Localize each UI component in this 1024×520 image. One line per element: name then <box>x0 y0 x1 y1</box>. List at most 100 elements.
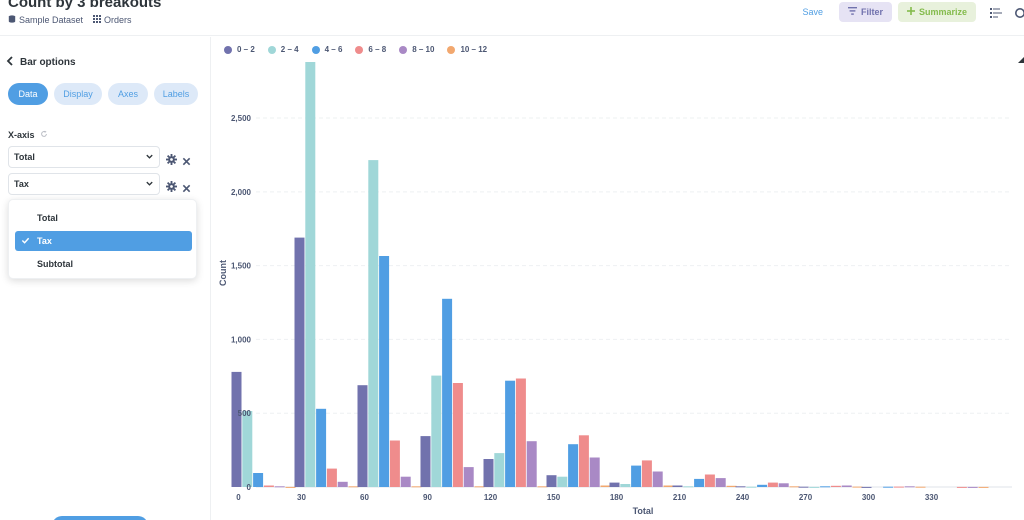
bar[interactable] <box>704 474 715 488</box>
bar[interactable] <box>337 481 348 487</box>
bar[interactable] <box>463 467 474 487</box>
bar[interactable] <box>515 378 526 488</box>
legend-item[interactable]: 10 – 12 <box>447 45 487 54</box>
legend-item[interactable]: 0 – 2 <box>224 45 255 54</box>
bar[interactable] <box>915 486 926 488</box>
bar[interactable] <box>767 482 778 487</box>
bar[interactable] <box>285 486 296 488</box>
bar[interactable] <box>967 486 978 488</box>
bar[interactable] <box>956 486 967 488</box>
bar[interactable] <box>600 485 611 488</box>
bar[interactable] <box>694 478 705 487</box>
bar[interactable] <box>746 486 757 488</box>
bar[interactable] <box>274 486 285 488</box>
gear-icon[interactable] <box>166 179 177 192</box>
close-icon[interactable] <box>182 153 191 165</box>
summarize-button[interactable]: Summarize <box>897 2 976 22</box>
legend-item[interactable]: 2 – 4 <box>267 45 299 54</box>
bar[interactable] <box>452 383 463 487</box>
bar[interactable] <box>715 478 726 487</box>
bar[interactable] <box>578 435 589 487</box>
bar[interactable] <box>537 486 548 488</box>
bar[interactable] <box>294 237 305 487</box>
breadcrumb-table[interactable]: Orders <box>93 15 132 25</box>
bar[interactable] <box>263 485 274 488</box>
bar[interactable] <box>663 485 674 488</box>
bar[interactable] <box>620 484 631 487</box>
bar[interactable] <box>411 486 422 488</box>
bar[interactable] <box>683 486 694 488</box>
bar[interactable] <box>357 385 368 487</box>
bar[interactable] <box>400 476 411 487</box>
back-to-visualizations-button[interactable]: Bar options <box>6 53 76 71</box>
dropdown-option-subtotal[interactable]: Subtotal <box>37 259 73 269</box>
bar[interactable] <box>389 440 400 488</box>
bar[interactable] <box>242 411 253 487</box>
bar[interactable] <box>494 453 505 487</box>
bar[interactable] <box>789 486 800 488</box>
bar[interactable] <box>326 468 337 487</box>
tab-data[interactable]: Data <box>8 83 48 105</box>
bar[interactable] <box>483 459 494 487</box>
resize-corner-icon[interactable] <box>1018 50 1024 63</box>
chevron-down-icon <box>145 152 154 163</box>
xaxis-field-select-1[interactable]: Total <box>8 146 160 168</box>
bar[interactable] <box>474 486 485 488</box>
bar[interactable] <box>557 476 568 487</box>
bar[interactable] <box>631 465 642 487</box>
refresh-icon[interactable] <box>40 130 48 140</box>
bar[interactable] <box>735 486 746 488</box>
legend-item[interactable]: 8 – 10 <box>399 45 434 54</box>
legend-item[interactable]: 4 – 6 <box>311 45 342 54</box>
bar[interactable] <box>589 457 600 488</box>
bar[interactable] <box>778 483 789 487</box>
bar[interactable] <box>568 444 579 487</box>
bar[interactable] <box>253 473 264 487</box>
bar[interactable] <box>641 460 652 487</box>
tab-labels[interactable]: Labels <box>154 83 198 105</box>
save-button[interactable]: Save <box>802 7 823 17</box>
xaxis-field-select-2[interactable]: Tax <box>8 173 160 195</box>
bar[interactable] <box>852 486 863 488</box>
bar[interactable] <box>798 486 809 488</box>
dropdown-option-total[interactable]: Total <box>37 213 58 223</box>
dropdown-option-tax[interactable]: Tax <box>15 231 192 251</box>
notebook-editor-icon[interactable] <box>990 6 1002 18</box>
bar[interactable] <box>505 380 516 487</box>
bar[interactable] <box>978 486 989 488</box>
filter-button[interactable]: Filter <box>838 2 892 22</box>
legend-item[interactable]: 6 – 8 <box>355 45 386 54</box>
bar[interactable] <box>609 482 620 487</box>
bar[interactable] <box>883 486 894 488</box>
bar[interactable] <box>893 486 904 488</box>
bar[interactable] <box>820 486 831 488</box>
bar[interactable] <box>809 486 820 488</box>
bar[interactable] <box>368 160 379 487</box>
bar[interactable] <box>726 485 737 487</box>
bar[interactable] <box>526 441 537 487</box>
bar[interactable] <box>442 298 453 487</box>
bar[interactable] <box>757 484 768 487</box>
bar[interactable] <box>904 486 915 488</box>
tab-display[interactable]: Display <box>54 83 102 105</box>
x-axis-label: Total <box>633 506 654 516</box>
bar[interactable] <box>861 486 872 488</box>
bar[interactable] <box>231 371 242 487</box>
bar[interactable] <box>348 486 359 488</box>
tab-axes[interactable]: Axes <box>108 83 148 105</box>
breadcrumb-database[interactable]: Sample Dataset <box>8 15 83 25</box>
bar[interactable] <box>305 62 316 487</box>
bar[interactable] <box>316 408 327 487</box>
bar[interactable] <box>830 485 841 487</box>
close-icon[interactable] <box>182 180 191 192</box>
bar[interactable] <box>379 256 390 487</box>
search-icon[interactable] <box>1014 6 1024 18</box>
done-button[interactable] <box>52 516 148 520</box>
bar[interactable] <box>652 471 663 488</box>
gear-icon[interactable] <box>166 152 177 165</box>
bar[interactable] <box>420 436 431 487</box>
bar[interactable] <box>841 485 852 488</box>
bar[interactable] <box>431 375 442 487</box>
bar[interactable] <box>672 485 683 488</box>
bar[interactable] <box>546 475 557 487</box>
